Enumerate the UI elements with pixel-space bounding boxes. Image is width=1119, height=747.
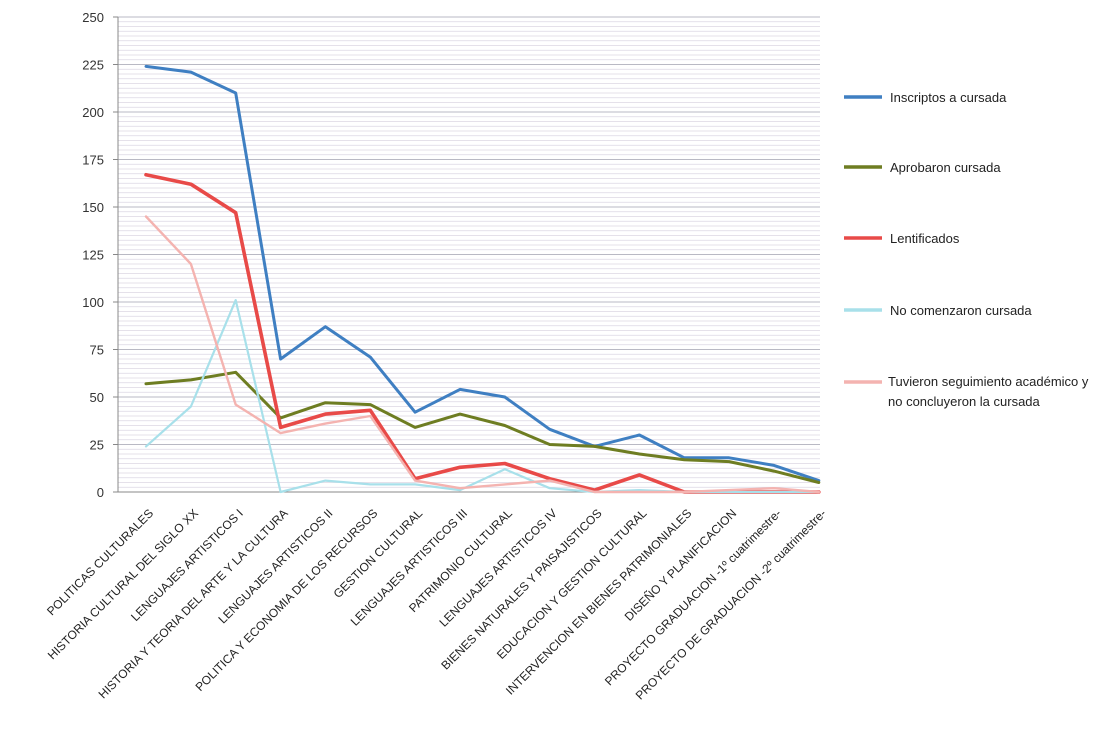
gridlines (118, 16, 820, 493)
y-tick-label: 200 (82, 105, 104, 120)
series-lines (144, 64, 821, 494)
x-tick-label: GESTION CULTURAL (331, 506, 426, 601)
y-tick-label: 0 (97, 485, 104, 500)
legend-label: No comenzaron cursada (890, 303, 1032, 318)
series-line (144, 64, 821, 483)
y-tick-label: 50 (90, 390, 104, 405)
legend-label: Inscriptos a cursada (890, 90, 1007, 105)
y-tick-label: 75 (90, 343, 104, 358)
y-tick-label: 25 (90, 438, 104, 453)
y-tick-label: 150 (82, 200, 104, 215)
y-tick-label: 250 (82, 10, 104, 25)
y-tick-label: 225 (82, 58, 104, 73)
series-line (144, 215, 820, 494)
legend-label: Tuvieron seguimiento académico y no concl… (888, 374, 1089, 409)
x-tick-label: BIENES NATURALES Y PAISAJISTICOS (438, 506, 604, 672)
legend-label: Lentificados (890, 231, 960, 246)
y-tick-label: 125 (82, 248, 104, 263)
y-axis: 0 25 50 75 100 125 150 175 200 225 250 (82, 10, 119, 500)
legend-label: Aprobaron cursada (890, 160, 1001, 175)
legend: Inscriptos a cursada Aprobaron cursada Len… (844, 90, 1089, 409)
y-tick-label: 100 (82, 295, 104, 310)
y-tick-label: 175 (82, 153, 104, 168)
